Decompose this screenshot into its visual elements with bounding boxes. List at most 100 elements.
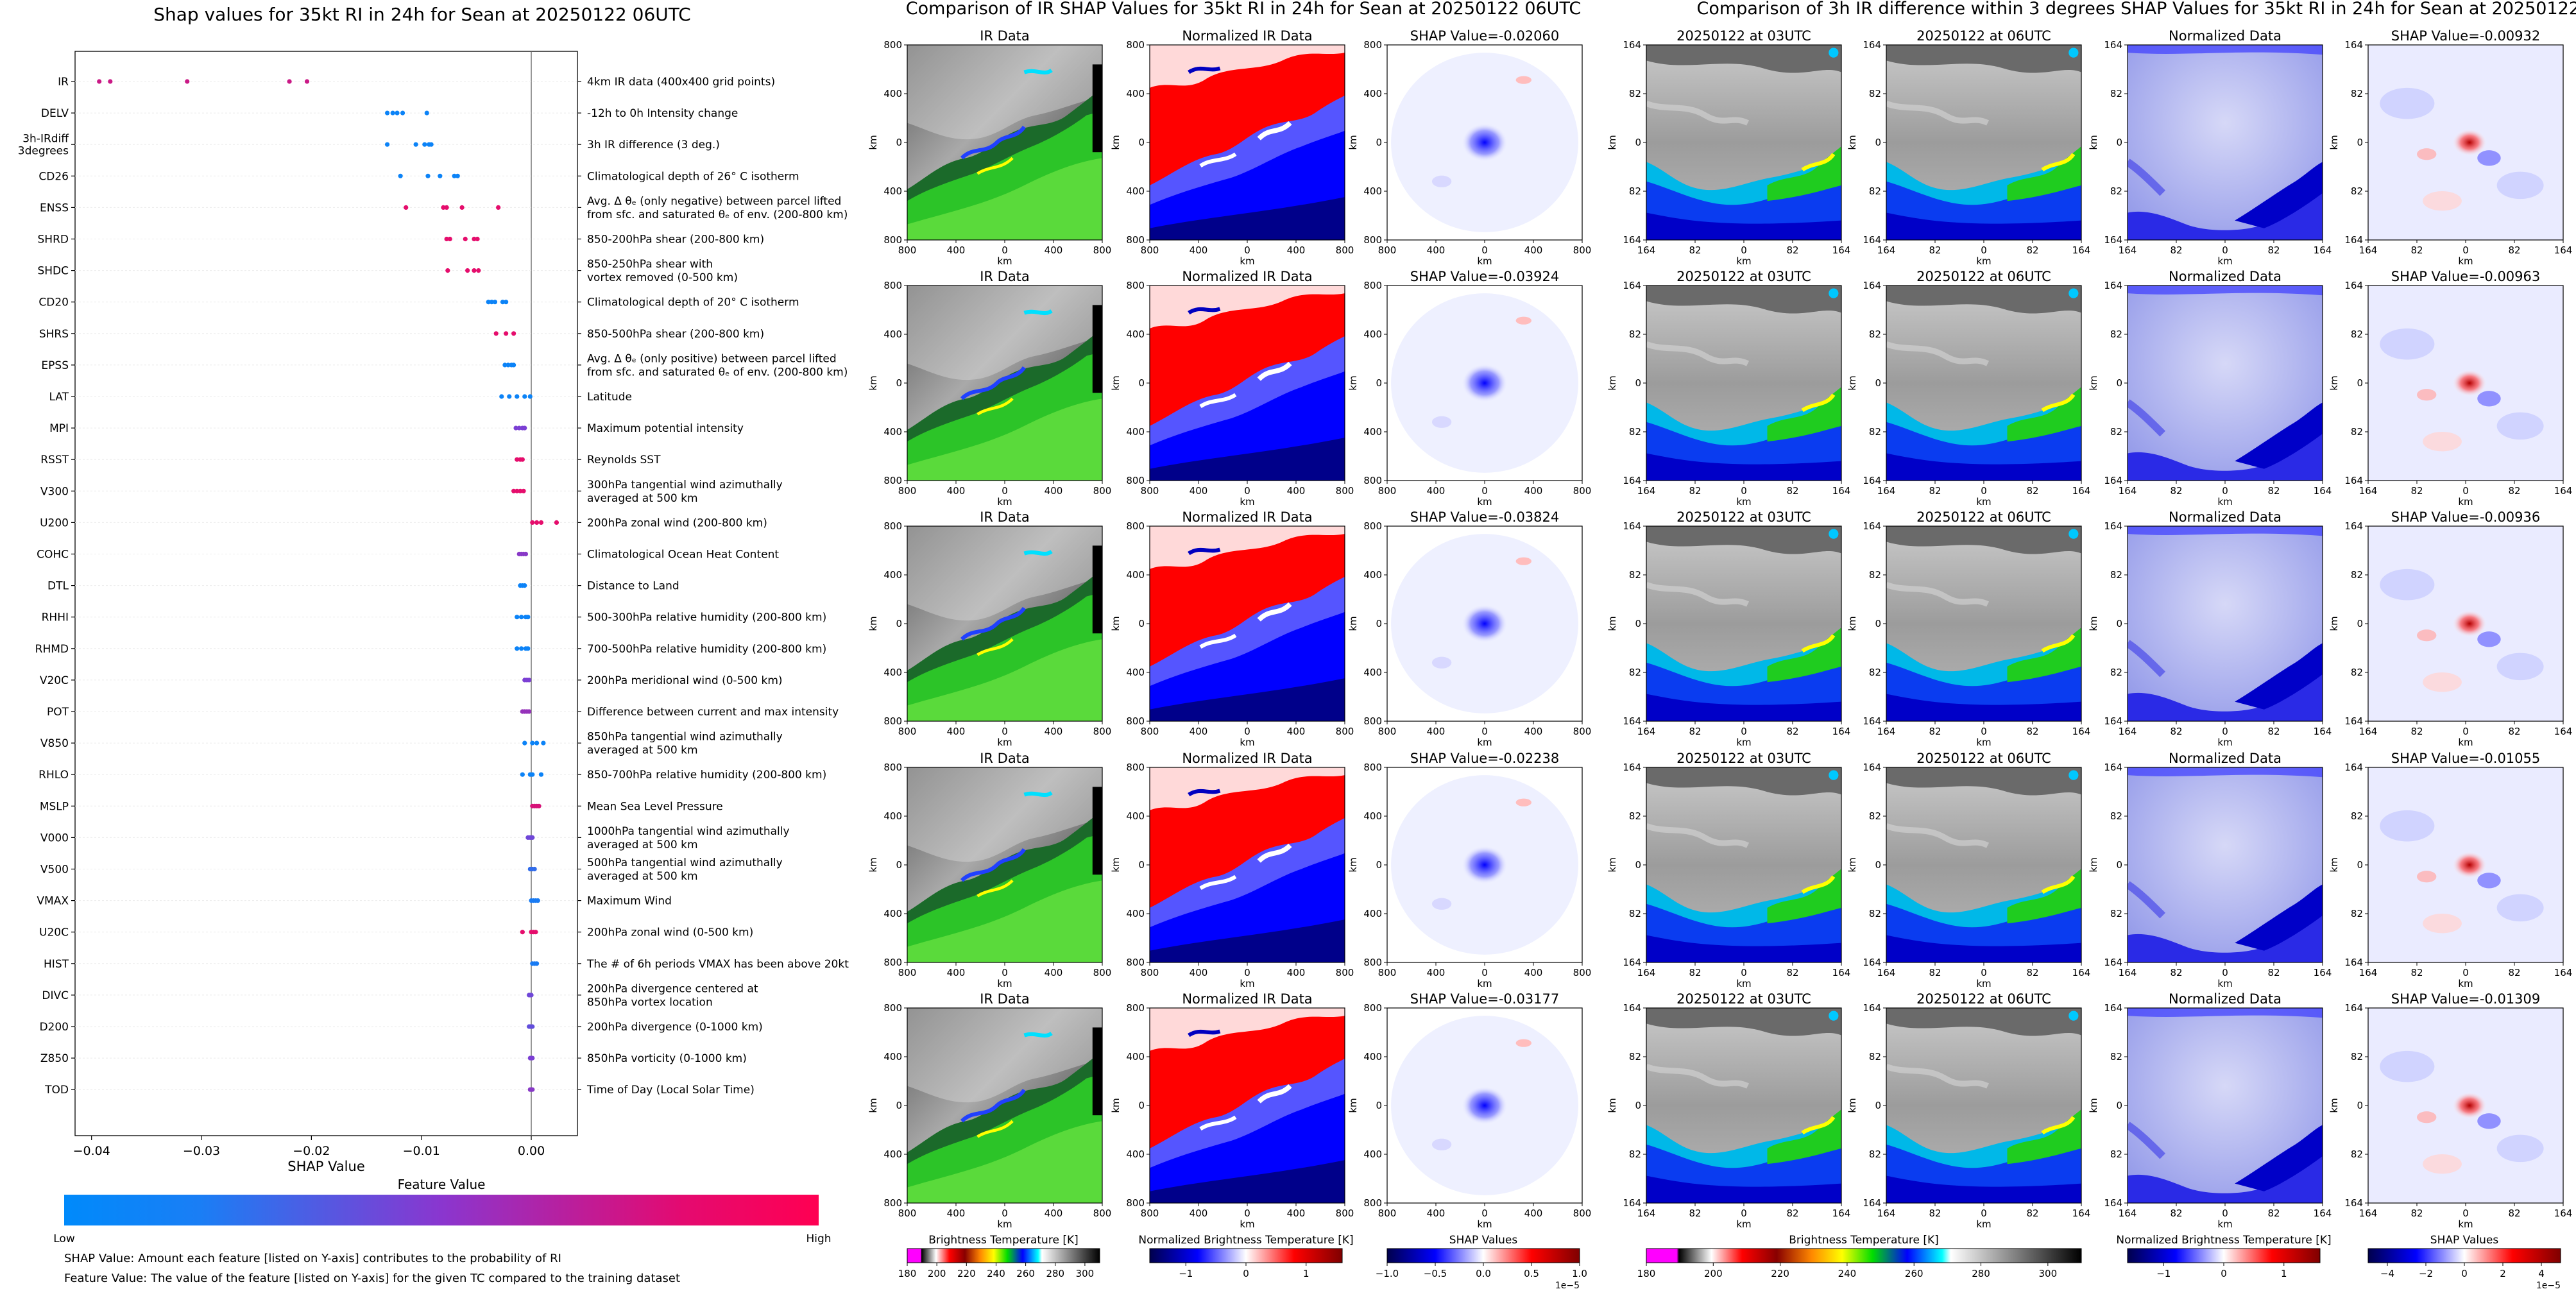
panel-x-tick-label: 800 — [898, 485, 917, 497]
panel-y-tick-label: 164 — [1623, 957, 1641, 968]
panel-x-tick-label: 0 — [1981, 726, 1987, 737]
feature-label: MPI — [49, 422, 69, 435]
panel-x-tick-label: 0 — [1481, 967, 1488, 978]
panel-y-tick-label: 164 — [2344, 957, 2363, 968]
svg-text:SHRD: SHRD — [38, 234, 69, 246]
panel-y-tick-label: 800 — [883, 957, 902, 968]
feature-label: RHLO — [38, 769, 69, 781]
panel-x-tick-label: 164 — [1832, 485, 1851, 497]
shap-point — [530, 772, 535, 777]
panel-title: 20250122 at 06UTC — [1916, 991, 2051, 1007]
panel-x-tick-label: 82 — [2508, 726, 2520, 737]
panel-x-axis-label: km — [1736, 496, 1751, 508]
panel-y-tick-label: 800 — [883, 520, 902, 532]
panel-x-axis-label: km — [1736, 978, 1751, 989]
panel-x-tick-label: 800 — [1336, 1208, 1354, 1219]
colorbar-label: SHAP Values — [2430, 1234, 2499, 1247]
panel-y-tick-label: 164 — [2344, 1197, 2363, 1209]
panel-title: 20250122 at 06UTC — [1916, 751, 2051, 766]
panel-x-tick-label: 800 — [1093, 726, 1112, 737]
panel-y-tick-label: 82 — [2110, 1148, 2122, 1160]
panel-x-tick-label: 800 — [1141, 485, 1159, 497]
panel-x-tick-label: 400 — [1287, 1208, 1306, 1219]
svg-text:Time of Day (Local Solar Time): Time of Day (Local Solar Time) — [586, 1084, 755, 1097]
panel-x-tick-label: 800 — [1093, 967, 1112, 978]
panel-y-tick-label: 82 — [1629, 908, 1641, 919]
panel-y-tick-label: 82 — [2110, 1051, 2122, 1063]
shap-point — [536, 803, 542, 808]
feature-label: RHMD — [35, 643, 69, 656]
svg-text:averaged at 500 km: averaged at 500 km — [587, 839, 698, 851]
panel-x-axis-label: km — [1736, 737, 1751, 748]
feature-label: V500 — [40, 864, 69, 876]
panel-x-axis-label: km — [2458, 737, 2473, 748]
panel-x-tick-label: 82 — [2170, 967, 2182, 978]
panel-y-axis-label: km — [1347, 616, 1359, 631]
panel-x-tick-label: 400 — [1045, 244, 1063, 256]
panel-x-tick-label: 400 — [947, 485, 966, 497]
panel-image — [2368, 45, 2563, 240]
panel-x-tick-label: 82 — [1786, 244, 1798, 256]
panel-y-tick-label: 164 — [1863, 1002, 1881, 1014]
panel-y-tick-label: 400 — [883, 185, 902, 197]
feature-label: RHHI — [42, 611, 69, 624]
feature-label: COHC — [37, 549, 69, 561]
shap-point — [534, 740, 540, 746]
panel-x-axis-label: km — [997, 255, 1012, 267]
panel-x-tick-label: 164 — [1877, 1208, 1896, 1219]
panel-y-tick-label: 164 — [1623, 475, 1641, 486]
panel-y-tick-label: 82 — [2351, 426, 2363, 438]
panel-y-tick-label: 82 — [1629, 667, 1641, 678]
panel-x-tick-label: 800 — [1141, 967, 1159, 978]
panel-x-tick-label: 82 — [1786, 1208, 1798, 1219]
panel-y-axis-label: km — [1607, 375, 1618, 390]
panel-title: 20250122 at 06UTC — [1916, 269, 2051, 284]
feature-description: 850-200hPa shear (200-800 km) — [587, 234, 764, 246]
feature-value-colorbar-high: High — [806, 1233, 831, 1245]
feature-label: V300 — [40, 485, 69, 498]
panel-y-tick-label: 800 — [883, 39, 902, 51]
panel-image — [907, 45, 1102, 240]
panel-y-tick-label: 400 — [883, 329, 902, 340]
panel-y-tick-label: 82 — [2351, 1051, 2363, 1063]
panel-x-tick-label: 82 — [2026, 485, 2038, 497]
panel-y-tick-label: 0 — [1635, 859, 1641, 871]
feature-description: Maximum potential intensity — [587, 422, 744, 435]
colorbar: Brightness Temperature [K] 180 200 220 240 26… — [1637, 1234, 2082, 1279]
panel-x-tick-label: 400 — [1427, 1208, 1446, 1219]
shap-point — [429, 142, 434, 147]
shap-point — [515, 457, 520, 462]
panel-y-tick-label: 800 — [883, 1197, 902, 1209]
panel-y-tick-label: 800 — [1126, 280, 1145, 291]
panel-y-tick-label: 164 — [1623, 520, 1641, 532]
panel-x-tick-label: 0 — [1002, 967, 1008, 978]
panel-y-tick-label: 800 — [1126, 520, 1145, 532]
panel-x-tick-label: 82 — [2508, 1208, 2520, 1219]
panel-x-tick-label: 164 — [2359, 967, 2378, 978]
panel-title: IR Data — [980, 28, 1030, 44]
colorbar-gradient — [1149, 1248, 1343, 1263]
panel-title: SHAP Value=-0.00963 — [2391, 269, 2541, 284]
panel-y-tick-label: 800 — [883, 475, 902, 486]
colorbar-tick-label: 180 — [1637, 1268, 1656, 1279]
panel-image — [2128, 286, 2323, 481]
panel-y-tick-label: 82 — [2110, 569, 2122, 581]
panel-x-axis-label: km — [2217, 737, 2232, 748]
panel-image — [1150, 286, 1345, 481]
svg-text:D200: D200 — [39, 1021, 69, 1034]
panel-y-tick-label: 164 — [2344, 762, 2363, 773]
panel-x-tick-label: 800 — [1573, 726, 1592, 737]
panel-x-tick-label: 82 — [2508, 485, 2520, 497]
panel-x-tick-label: 400 — [1190, 485, 1208, 497]
panel-x-tick-label: 400 — [1045, 967, 1063, 978]
panel-y-tick-label: 164 — [1623, 1197, 1641, 1209]
panel-y-axis-label: km — [1607, 1098, 1618, 1113]
